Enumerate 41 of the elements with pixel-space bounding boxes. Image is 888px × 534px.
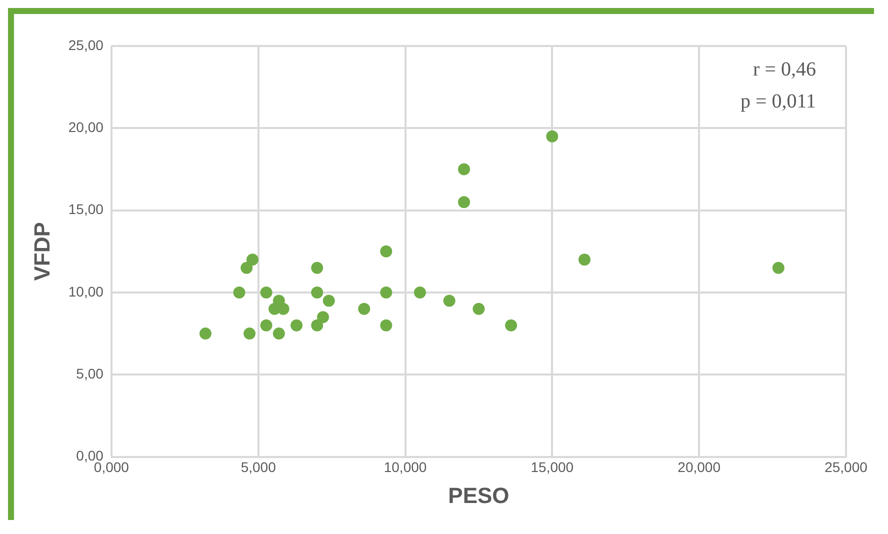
point bbox=[472, 302, 485, 315]
y-tick-label: 5,00 bbox=[76, 366, 104, 382]
point bbox=[311, 286, 324, 298]
point bbox=[380, 286, 392, 298]
point bbox=[233, 286, 246, 298]
point bbox=[290, 319, 303, 332]
point bbox=[311, 262, 324, 274]
point bbox=[311, 319, 324, 332]
point bbox=[272, 328, 285, 340]
y-tick-label: 15,00 bbox=[68, 201, 104, 218]
point bbox=[546, 130, 558, 142]
x-tick-label: 20,000 bbox=[678, 459, 721, 476]
x-tick-label: 5,000 bbox=[240, 459, 276, 476]
point bbox=[260, 286, 272, 298]
point bbox=[505, 319, 518, 332]
point bbox=[358, 302, 370, 315]
x-axis-title: PESO bbox=[448, 482, 510, 508]
point bbox=[380, 245, 392, 258]
point bbox=[260, 319, 272, 332]
point bbox=[246, 254, 258, 266]
annotation: p = 0,011 bbox=[740, 90, 816, 112]
x-tick-label: 10,000 bbox=[384, 459, 427, 476]
point bbox=[578, 254, 590, 266]
point bbox=[380, 319, 392, 332]
y-tick-label: 20,00 bbox=[68, 119, 104, 136]
point bbox=[414, 286, 426, 298]
x-tick-label: 25,000 bbox=[824, 459, 868, 476]
x-tick-label: 15,000 bbox=[530, 459, 574, 476]
point bbox=[458, 163, 470, 176]
point bbox=[244, 328, 256, 340]
y-tick-label: 25,00 bbox=[68, 36, 104, 53]
point bbox=[316, 311, 329, 324]
point bbox=[240, 262, 253, 274]
point bbox=[443, 294, 456, 307]
point bbox=[322, 294, 335, 307]
y-axis-title: VFDP bbox=[29, 222, 54, 281]
point bbox=[458, 196, 470, 208]
point bbox=[199, 328, 212, 340]
y-tick-label: 10,00 bbox=[68, 283, 104, 300]
point bbox=[772, 262, 784, 274]
annotation: r = 0,46 bbox=[753, 58, 816, 80]
